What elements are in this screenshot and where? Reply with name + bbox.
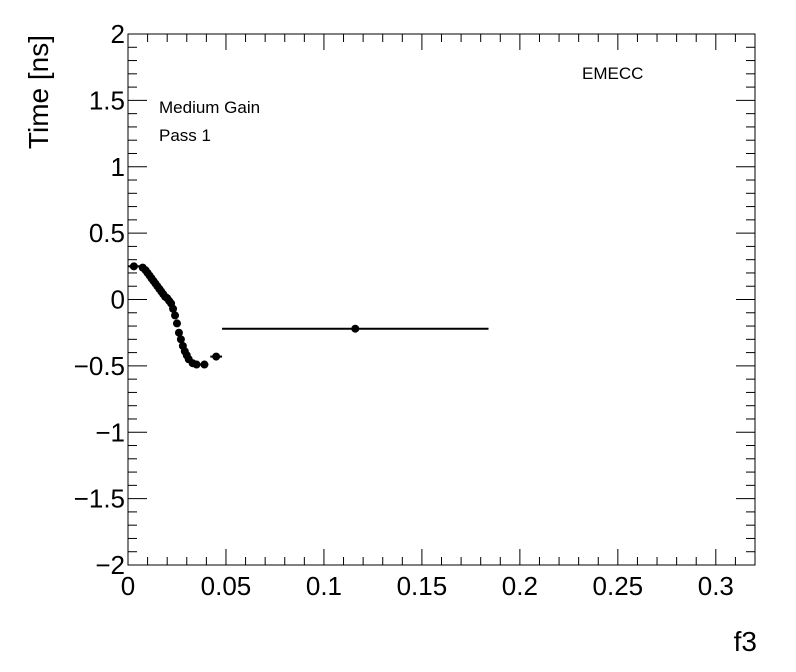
y-tick-label: −0.5 xyxy=(74,351,125,381)
x-tick-label: 0.2 xyxy=(502,571,538,601)
y-tick-label: −2 xyxy=(95,550,125,580)
y-tick-label: 1.5 xyxy=(89,85,125,115)
x-tick-label: 0.15 xyxy=(397,571,448,601)
data-points xyxy=(128,262,489,369)
annotation-gain: Medium Gain xyxy=(159,98,260,117)
y-tick-label: −1 xyxy=(95,417,125,447)
y-axis-title: Time [ns] xyxy=(23,35,54,149)
data-point xyxy=(212,352,221,361)
data-point xyxy=(192,360,201,369)
y-tick-label: 0 xyxy=(111,285,125,315)
x-tick-label: 0.1 xyxy=(306,571,342,601)
y-tick-label: 2 xyxy=(111,19,125,49)
annotation-pass: Pass 1 xyxy=(159,126,211,145)
y-tick-label: 1 xyxy=(111,152,125,182)
y-tick-label: 0.5 xyxy=(89,218,125,248)
annotation-region: EMECC xyxy=(582,64,643,83)
data-point xyxy=(351,324,360,333)
data-point xyxy=(169,304,178,313)
data-point xyxy=(171,311,180,320)
x-tick-label: 0.05 xyxy=(201,571,252,601)
data-point xyxy=(172,319,181,328)
y-tick-labels: −2 −1.5 −1 −0.5 0 0.5 1 1.5 2 xyxy=(74,19,125,580)
x-tick-label: 0 xyxy=(121,571,135,601)
data-point xyxy=(176,335,185,344)
data-point xyxy=(200,360,209,369)
y-tick-label: −1.5 xyxy=(74,484,125,514)
x-axis-title: f3 xyxy=(734,626,757,657)
data-point xyxy=(129,262,138,271)
axis-ticks xyxy=(127,33,756,566)
x-tick-label: 0.25 xyxy=(593,571,644,601)
x-tick-label: 0.3 xyxy=(698,571,734,601)
x-tick-labels: 0 0.05 0.1 0.15 0.2 0.25 0.3 xyxy=(121,571,734,601)
data-point xyxy=(174,328,183,337)
